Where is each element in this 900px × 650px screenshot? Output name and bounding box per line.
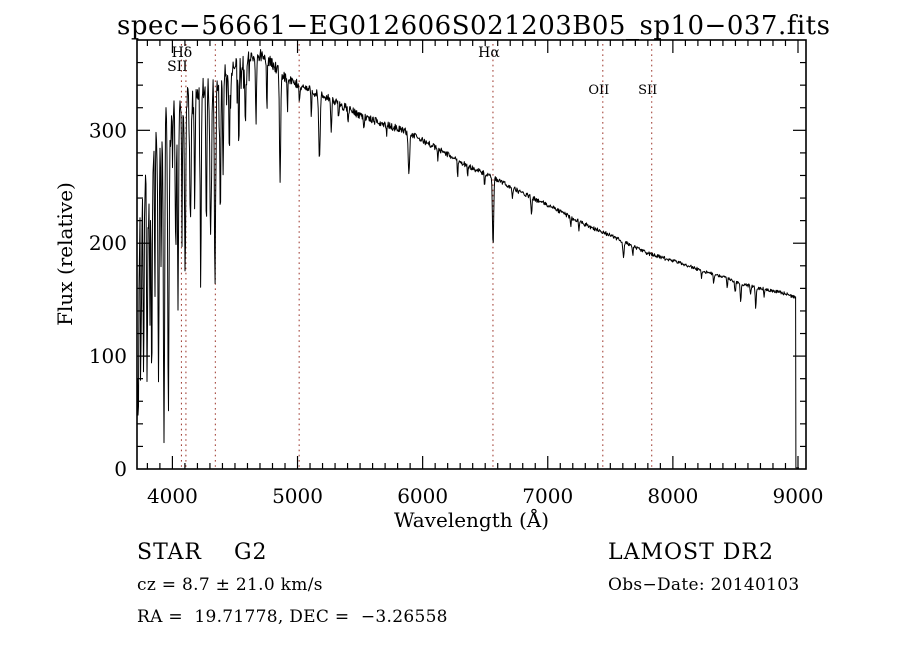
y-tick-label: 100: [89, 344, 127, 368]
marker-label: SII: [167, 59, 188, 75]
x-tick-label: 4000: [147, 484, 198, 508]
x-tick-label: 7000: [522, 484, 573, 508]
y-tick-label: 0: [114, 457, 127, 481]
axis-tick-labels: 4000 5000 6000 7000 8000 9000 0 100 200 300: [89, 118, 824, 508]
marker-label: Hα: [478, 45, 500, 61]
x-tick-label: 9000: [773, 484, 824, 508]
marker-label: SII: [638, 83, 657, 98]
spectrum-trace: [136, 49, 799, 469]
plot-border: [136, 39, 807, 470]
x-axis-title: Wavelength (Å): [394, 507, 549, 532]
x-tick-label: 8000: [647, 484, 698, 508]
marker-label: Hδ: [172, 45, 193, 61]
ra-dec-label: RA = 19.71778, DEC = −3.26558: [137, 607, 448, 627]
obs-date-label: Obs−Date: 20140103: [608, 575, 800, 595]
y-tick-label: 300: [89, 118, 127, 142]
figure-title: spec−56661−EG012606S021203B05_sp10−037.f…: [117, 11, 831, 41]
y-axis-title: Flux (relative): [53, 182, 77, 326]
x-tick-label: 6000: [397, 484, 448, 508]
survey-label: LAMOST DR2: [608, 540, 774, 565]
x-tick-label: 5000: [272, 484, 323, 508]
marker-label: OII: [588, 83, 609, 98]
y-tick-label: 200: [89, 231, 127, 255]
axis-ticks: [137, 40, 806, 469]
object-class-label: STAR G2: [137, 540, 268, 565]
cz-value-label: cz = 8.7 ± 21.0 km/s: [137, 575, 323, 595]
